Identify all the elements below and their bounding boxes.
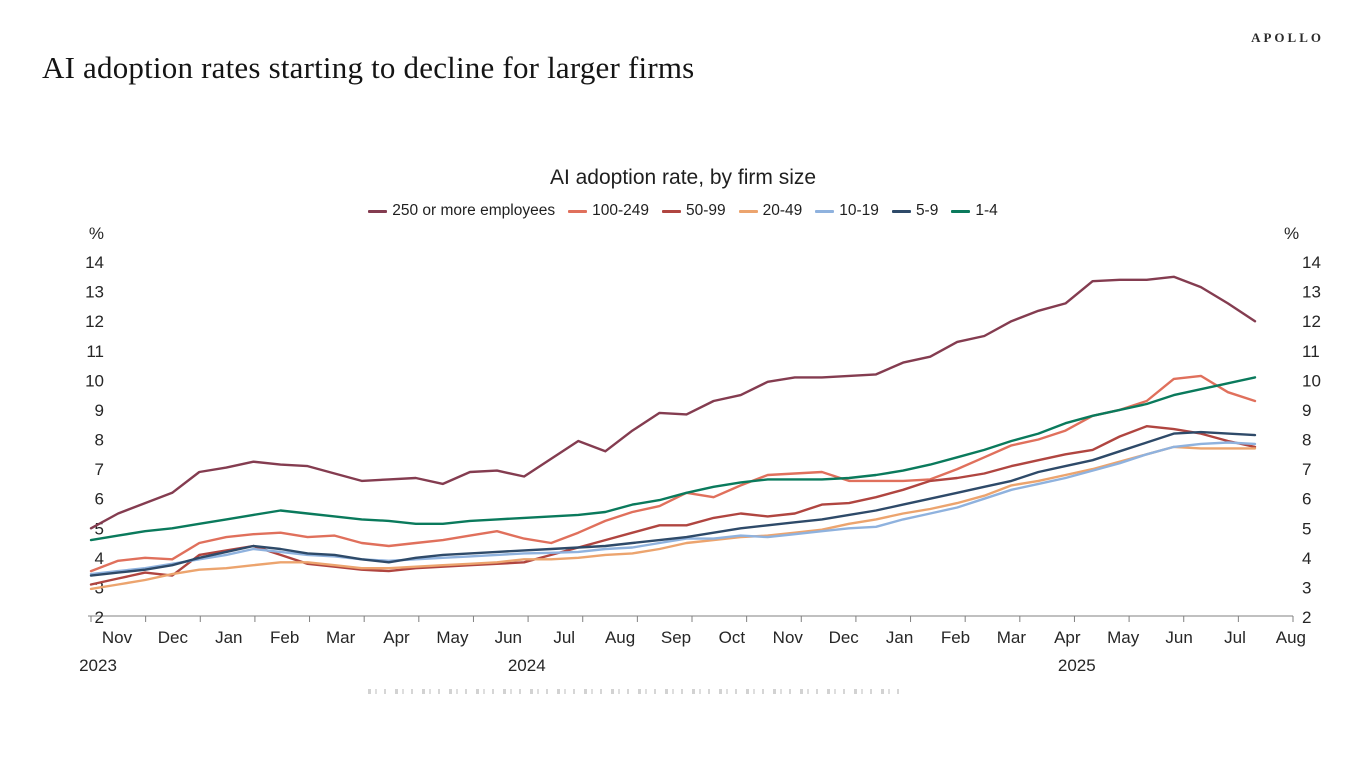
x-tick-label: Sep (661, 628, 691, 647)
y-tick-label-left: 14 (85, 253, 104, 272)
x-tick-label: Aug (605, 628, 635, 647)
y-tick-label-left: 11 (86, 342, 104, 361)
y-tick-label-left: 2 (95, 608, 104, 627)
y-tick-label-left: 7 (95, 460, 104, 479)
y-tick-label-right: 11 (1302, 342, 1320, 361)
series-line-1-4 (89, 376, 1257, 542)
x-tick-label: Dec (829, 628, 860, 647)
x-tick-label: Dec (158, 628, 189, 647)
series-line-20-49 (89, 445, 1257, 591)
page-title: AI adoption rates starting to decline fo… (42, 50, 695, 85)
series-line-5-9 (89, 430, 1257, 577)
x-tick-label: May (1107, 628, 1140, 647)
legend-swatch-icon (368, 209, 388, 213)
legend-swatch-icon (661, 209, 681, 213)
y-tick-label-left: 8 (95, 431, 104, 450)
x-tick-label: Nov (773, 628, 804, 647)
y-tick-label-right: 4 (1302, 549, 1311, 568)
y-tick-label-right: 8 (1302, 431, 1311, 450)
series-line-10-19 (89, 441, 1257, 576)
x-tick-label: Apr (383, 628, 410, 647)
year-label: 2024 (508, 656, 546, 675)
chart-title: AI adoption rate, by firm size (549, 166, 817, 189)
x-tick-label: Feb (270, 628, 299, 647)
legend-item: 50-99 (661, 202, 726, 220)
y-tick-label-right: 7 (1302, 460, 1311, 479)
legend-label: 250 or more employees (392, 202, 556, 219)
x-tick-label: Apr (1054, 628, 1081, 647)
series-line-50-99 (89, 424, 1257, 586)
legend-swatch-icon (891, 209, 911, 213)
legend-swatch-icon (738, 209, 758, 213)
legend-label: 1-4 (975, 202, 998, 219)
legend-swatch-icon (951, 209, 971, 213)
x-tick-label: Jan (886, 628, 913, 647)
y-unit-label-right: % (1284, 225, 1299, 243)
cropped-footnote-fragment (368, 689, 908, 694)
year-label: 2023 (79, 656, 117, 675)
x-tick-label: Mar (326, 628, 356, 647)
series-line-100-249 (89, 374, 1257, 573)
legend-item: 250 or more employees (368, 202, 555, 220)
x-tick-label: Aug (1276, 628, 1306, 647)
x-tick-label: Feb (941, 628, 970, 647)
legend-label: 100-249 (592, 202, 649, 219)
y-tick-label-right: 10 (1302, 371, 1321, 390)
legend-label: 5-9 (915, 202, 939, 219)
y-tick-label-right: 2 (1302, 608, 1311, 627)
y-tick-label-left: 4 (95, 549, 104, 568)
y-tick-label-left: 9 (95, 401, 104, 420)
year-label: 2025 (1058, 656, 1096, 675)
legend-item: 20-49 (738, 202, 803, 220)
y-tick-label-right: 9 (1302, 401, 1311, 420)
legend-label: 20-49 (762, 202, 803, 219)
legend-item: 10-19 (815, 202, 879, 220)
y-tick-label-right: 5 (1302, 519, 1311, 538)
y-tick-label-left: 6 (95, 490, 104, 509)
y-tick-label-right: 12 (1302, 312, 1321, 331)
x-tick-label: Jun (1165, 628, 1192, 647)
y-tick-label-right: 14 (1302, 253, 1321, 272)
apollo-logo: APOLLO (1251, 30, 1324, 45)
legend-item: 100-249 (568, 202, 649, 220)
series-line-250-or-more-employees (89, 275, 1257, 530)
chart-legend: 250 or more employees 100-249 50-99 20-49 10… (0, 202, 1366, 220)
y-tick-label-left: 10 (85, 371, 104, 390)
legend-swatch-icon (568, 209, 588, 213)
line-chart-plot: Nov Dec Jan Feb Mar Apr May Jun Jul Aug Sep Oct Nov D… (79, 225, 1321, 675)
x-tick-label: Jan (215, 628, 242, 647)
legend-swatch-icon (815, 209, 835, 213)
x-tick-label: Jul (553, 628, 575, 647)
y-tick-label-right: 13 (1302, 283, 1321, 302)
y-tick-label-left: 12 (85, 312, 104, 331)
legend-label: 10-19 (839, 202, 879, 219)
legend-item: 5-9 (891, 202, 939, 220)
legend-label: 50-99 (685, 202, 726, 219)
y-tick-label-right: 3 (1302, 578, 1311, 597)
y-tick-label-left: 13 (85, 283, 104, 302)
y-tick-label-right: 6 (1302, 490, 1311, 509)
x-tick-label: Jul (1224, 628, 1246, 647)
y-tick-label-left: 5 (95, 519, 104, 538)
x-tick-label: Nov (102, 628, 133, 647)
x-tick-label: Jun (495, 628, 522, 647)
x-tick-label: Oct (719, 628, 746, 647)
legend-item: 1-4 (951, 202, 998, 220)
y-unit-label-left: % (89, 225, 104, 243)
x-tick-label: Mar (997, 628, 1027, 647)
x-tick-label: May (436, 628, 469, 647)
